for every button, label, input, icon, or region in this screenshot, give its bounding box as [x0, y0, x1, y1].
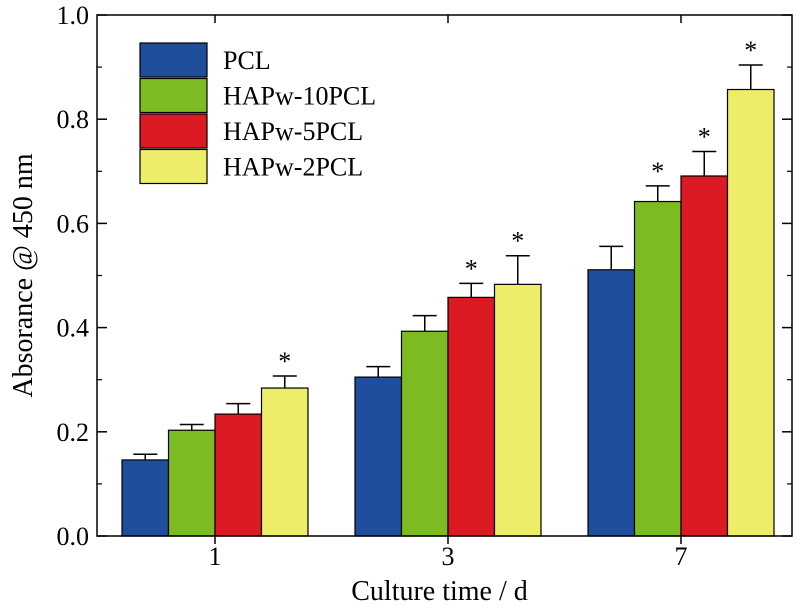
axes-layer: 0.0 0.2 0.4 0.6 0.8 1.0 1 3 7: [57, 1, 792, 571]
significance-marker: *: [651, 157, 664, 186]
bar: [260, 387, 309, 537]
significance-markers-layer: * * * * * *: [278, 36, 757, 376]
significance-marker: *: [465, 254, 478, 283]
legend-label: HAPw-2PCL: [223, 153, 363, 182]
legend-swatch: [139, 113, 208, 149]
bar: [354, 376, 403, 537]
significance-marker: *: [744, 36, 757, 65]
y-tick-label: 1.0: [57, 1, 90, 30]
x-tick-label: 1: [209, 542, 222, 571]
y-tick-label: 0.2: [57, 418, 90, 447]
x-tick-label: 3: [442, 542, 455, 571]
bar: [726, 88, 775, 537]
x-axis-label: Culture time / d: [351, 576, 528, 607]
legend-swatch: [139, 77, 208, 114]
legend-swatch: [139, 42, 208, 78]
y-tick-label: 0.0: [57, 522, 90, 551]
significance-marker: *: [278, 347, 291, 376]
x-tick-label: 7: [675, 542, 688, 571]
bar: [167, 429, 216, 537]
error-bars-layer: [133, 64, 763, 460]
bar: [400, 330, 449, 537]
bar: [633, 200, 682, 537]
y-tick-label: 0.8: [57, 105, 90, 134]
legend-label: HAPw-5PCL: [223, 117, 363, 146]
bar: [587, 269, 636, 537]
bar: [493, 283, 542, 537]
significance-marker: *: [698, 123, 711, 152]
bar: [121, 459, 170, 537]
y-tick-label: 0.6: [57, 209, 90, 238]
legend-swatch: [139, 148, 208, 185]
y-axis-label: Absorance @ 450 nm: [8, 153, 39, 398]
significance-marker: *: [511, 227, 524, 256]
legend-label: HAPw-10PCL: [223, 82, 376, 111]
legend-label: PCL: [223, 46, 271, 75]
bar: [680, 175, 729, 537]
bar: [214, 413, 263, 537]
bars-layer: [121, 88, 775, 537]
y-tick-label: 0.4: [57, 314, 90, 343]
legend: PCL HAPw-10PCL HAPw-5PCL HAPw-2PCL: [139, 42, 376, 185]
bar: [447, 296, 496, 537]
